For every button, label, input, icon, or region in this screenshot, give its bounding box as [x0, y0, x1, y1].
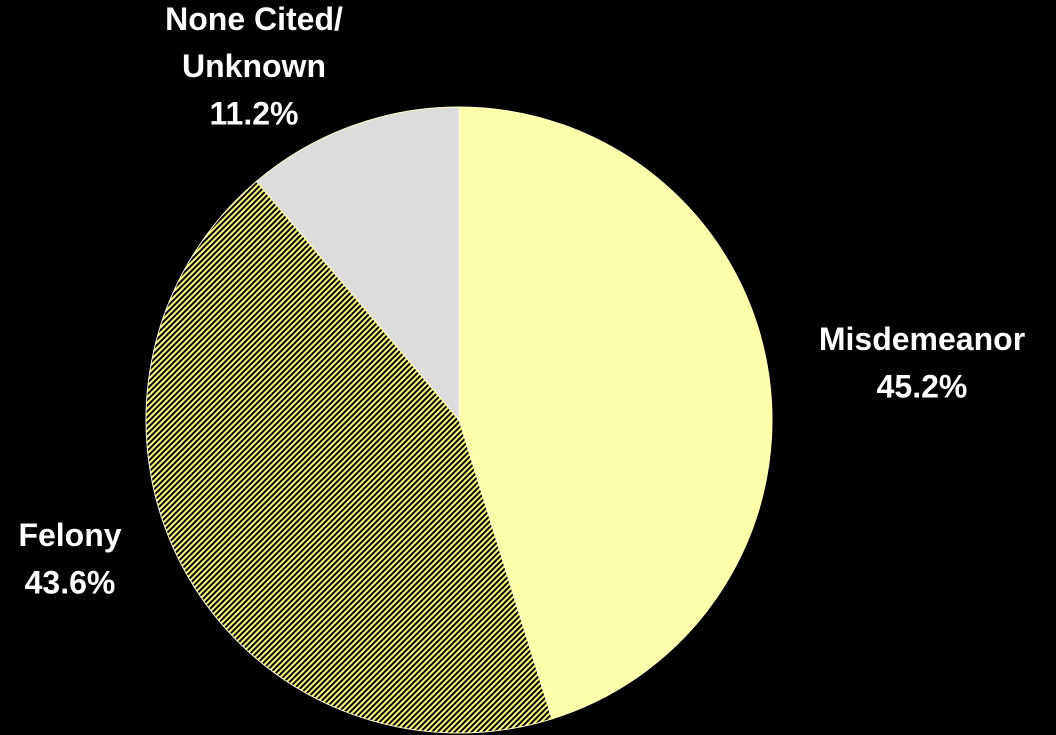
value-label: 11.2% — [210, 95, 299, 131]
category-label: Felony — [18, 517, 121, 553]
pie-slice — [255, 106, 460, 422]
pie-slice — [145, 180, 553, 734]
category-label: Misdemeanor — [819, 321, 1025, 357]
category-label: None Cited/Unknown — [165, 1, 343, 84]
slice-label: None Cited/Unknown 11.2% — [165, 1, 343, 131]
slice-label: Misdemeanor 45.2% — [819, 321, 1025, 404]
value-label: 43.6% — [25, 564, 116, 600]
pie-slice — [458, 106, 773, 720]
slice-label: Felony 43.6% — [18, 517, 121, 600]
value-label: 45.2% — [877, 368, 968, 404]
